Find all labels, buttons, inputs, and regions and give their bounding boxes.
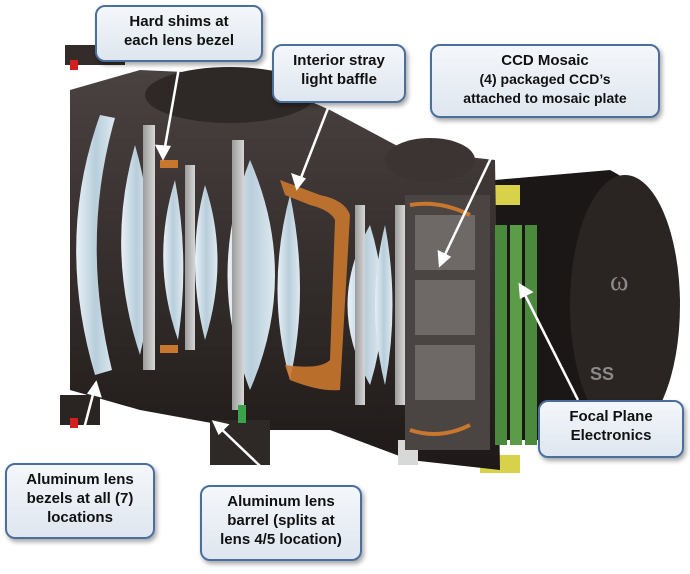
leader-ccd-mosaic xyxy=(438,117,512,266)
callout-ccd-mosaic: CCD Mosaic (4) packaged CCD’s attached t… xyxy=(430,44,660,118)
ccd-mosaic xyxy=(405,195,490,450)
callout-text: Interior stray xyxy=(293,52,385,69)
lens-3 xyxy=(163,180,184,340)
lens-3b xyxy=(195,185,218,340)
leader-aluminum-barrel xyxy=(213,421,281,486)
callout-text: lens 4/5 location) xyxy=(220,531,342,548)
callout-text: Focal Plane xyxy=(569,408,653,425)
callout-text: each lens bezel xyxy=(123,32,235,49)
callout-text: (4) packaged CCD’s xyxy=(479,71,611,87)
logo-text: SS xyxy=(590,364,614,384)
callout-text: barrel (splits at xyxy=(227,512,335,529)
callout-hard-shims: Hard shims at each lens bezel xyxy=(95,5,263,62)
callout-focal-plane-electronics: Focal Plane Electronics xyxy=(538,400,684,458)
red-marker-top xyxy=(70,60,78,70)
lens-bezels xyxy=(143,125,405,423)
leader-focal-plane xyxy=(518,284,580,401)
callout-text: Electronics xyxy=(570,427,652,444)
callout-text: Aluminum lens xyxy=(26,471,134,488)
stray-light-baffle xyxy=(280,180,350,391)
focal-plane-boards xyxy=(495,225,537,445)
callout-aluminum-lens-barrel: Aluminum lens barrel (splits at lens 4/5… xyxy=(200,485,362,561)
vendor-logo: SS ω xyxy=(590,266,628,384)
red-marker-bottom xyxy=(70,418,78,428)
callout-stray-light-baffle: Interior stray light baffle xyxy=(272,44,406,103)
callout-text: light baffle xyxy=(301,71,377,88)
callout-text: bezels at all (7) xyxy=(26,490,134,507)
callout-text: Hard shims at xyxy=(129,13,229,30)
lens-7 xyxy=(375,225,393,385)
callout-aluminum-lens-bezels: Aluminum lens bezels at all (7) location… xyxy=(5,463,155,539)
rear-housing xyxy=(480,170,680,473)
callout-text: locations xyxy=(47,509,113,526)
leader-aluminum-bezels xyxy=(73,382,98,464)
callout-text: Aluminum lens xyxy=(227,493,335,510)
callout-title: CCD Mosaic xyxy=(501,52,589,69)
leader-hard-shims xyxy=(161,61,182,159)
lens-1 xyxy=(76,115,115,375)
svg-text:ω: ω xyxy=(610,266,628,297)
callout-text: attached to mosaic plate xyxy=(463,90,627,106)
lens-5 xyxy=(277,195,300,380)
leader-stray-light xyxy=(295,102,332,189)
leader-lines xyxy=(73,61,580,486)
